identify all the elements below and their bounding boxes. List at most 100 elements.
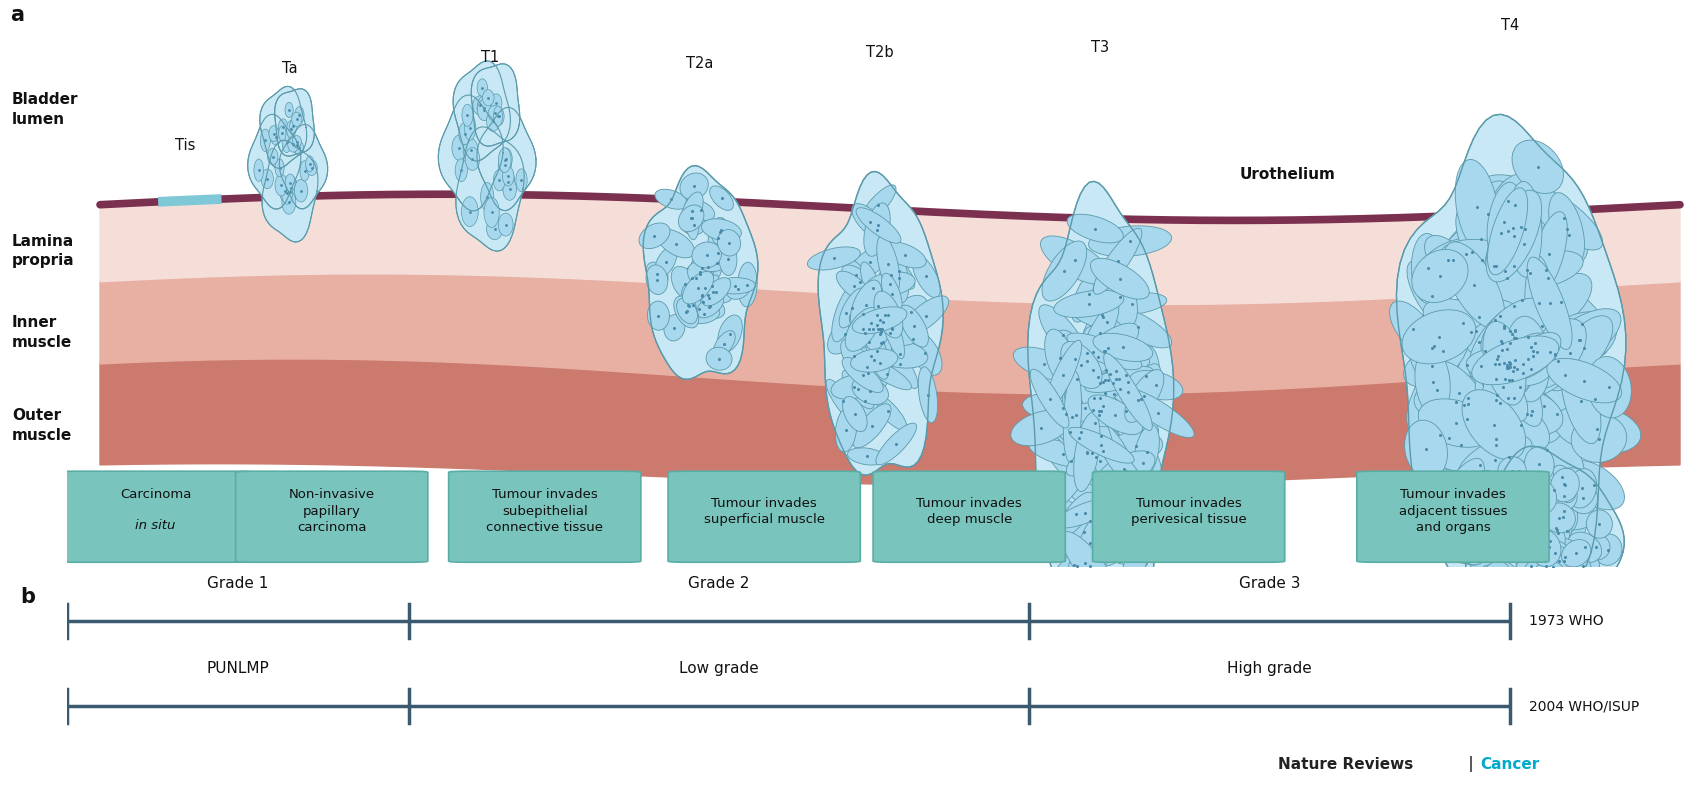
Ellipse shape	[1495, 471, 1526, 506]
Ellipse shape	[1524, 471, 1549, 500]
Ellipse shape	[654, 189, 688, 210]
Ellipse shape	[1554, 404, 1640, 454]
Ellipse shape	[1045, 329, 1076, 386]
Ellipse shape	[873, 307, 890, 356]
Ellipse shape	[1521, 508, 1543, 544]
Ellipse shape	[853, 403, 892, 448]
Ellipse shape	[701, 219, 742, 241]
Ellipse shape	[1495, 332, 1531, 402]
Ellipse shape	[1034, 474, 1055, 536]
Ellipse shape	[708, 217, 728, 258]
Ellipse shape	[860, 185, 895, 225]
Ellipse shape	[1055, 543, 1114, 603]
Ellipse shape	[1087, 355, 1138, 411]
Ellipse shape	[873, 291, 902, 338]
Ellipse shape	[845, 328, 894, 355]
Text: 1973 WHO: 1973 WHO	[1529, 614, 1603, 628]
Ellipse shape	[1534, 619, 1563, 650]
Ellipse shape	[1093, 333, 1153, 362]
Ellipse shape	[851, 315, 878, 351]
Ellipse shape	[826, 379, 860, 423]
Ellipse shape	[1087, 434, 1113, 488]
Ellipse shape	[1509, 290, 1548, 384]
Ellipse shape	[1484, 515, 1548, 558]
Ellipse shape	[1475, 343, 1539, 394]
Ellipse shape	[1067, 533, 1103, 592]
Ellipse shape	[452, 136, 467, 160]
Ellipse shape	[1536, 367, 1578, 461]
Ellipse shape	[1526, 187, 1603, 250]
Ellipse shape	[701, 277, 730, 306]
Ellipse shape	[1528, 526, 1551, 558]
Ellipse shape	[1458, 480, 1526, 559]
Ellipse shape	[1528, 257, 1571, 349]
Ellipse shape	[1521, 530, 1558, 567]
Ellipse shape	[1531, 455, 1554, 492]
Ellipse shape	[1469, 452, 1526, 520]
Ellipse shape	[516, 169, 528, 191]
Ellipse shape	[1477, 397, 1514, 492]
Ellipse shape	[1475, 337, 1516, 420]
Ellipse shape	[1098, 288, 1116, 355]
Text: 2004 WHO/ISUP: 2004 WHO/ISUP	[1529, 699, 1639, 713]
Ellipse shape	[1516, 530, 1544, 565]
Ellipse shape	[1064, 371, 1081, 462]
Text: T3: T3	[1091, 39, 1109, 54]
Ellipse shape	[1467, 306, 1554, 355]
Ellipse shape	[647, 301, 669, 330]
Ellipse shape	[499, 213, 513, 236]
Ellipse shape	[831, 374, 877, 400]
Ellipse shape	[1489, 302, 1526, 396]
Ellipse shape	[1475, 429, 1543, 485]
Ellipse shape	[1566, 550, 1600, 583]
Ellipse shape	[1055, 499, 1114, 528]
Ellipse shape	[1408, 261, 1457, 332]
Ellipse shape	[1458, 320, 1512, 381]
Text: Low grade: Low grade	[679, 661, 759, 676]
Ellipse shape	[1470, 222, 1522, 310]
Ellipse shape	[1069, 365, 1128, 388]
Text: a: a	[10, 6, 24, 25]
Text: Grade 3: Grade 3	[1239, 576, 1300, 591]
Ellipse shape	[285, 176, 297, 201]
Polygon shape	[818, 172, 942, 475]
Ellipse shape	[860, 262, 885, 314]
Ellipse shape	[1477, 565, 1506, 597]
Ellipse shape	[1447, 343, 1516, 389]
Ellipse shape	[1039, 401, 1101, 464]
FancyBboxPatch shape	[236, 471, 428, 563]
Ellipse shape	[1440, 222, 1504, 283]
Ellipse shape	[1539, 553, 1566, 581]
Ellipse shape	[484, 198, 499, 228]
Ellipse shape	[1040, 236, 1109, 284]
Ellipse shape	[1528, 585, 1558, 621]
Ellipse shape	[850, 312, 889, 345]
Ellipse shape	[1474, 485, 1521, 554]
Ellipse shape	[1123, 388, 1194, 437]
Ellipse shape	[856, 303, 883, 343]
Ellipse shape	[1047, 412, 1116, 452]
Ellipse shape	[1062, 500, 1106, 563]
Ellipse shape	[307, 160, 317, 176]
Ellipse shape	[1409, 314, 1455, 381]
Ellipse shape	[1501, 299, 1531, 377]
Ellipse shape	[1067, 214, 1123, 243]
Ellipse shape	[1522, 559, 1551, 589]
Ellipse shape	[293, 137, 300, 154]
Ellipse shape	[1093, 487, 1141, 525]
Ellipse shape	[696, 294, 723, 318]
Ellipse shape	[1436, 449, 1482, 544]
Ellipse shape	[268, 148, 278, 165]
Ellipse shape	[1474, 288, 1526, 344]
Ellipse shape	[290, 119, 297, 133]
Ellipse shape	[1501, 388, 1563, 434]
Ellipse shape	[853, 307, 907, 334]
Ellipse shape	[1474, 204, 1528, 262]
Ellipse shape	[683, 272, 713, 304]
Ellipse shape	[1474, 273, 1516, 367]
Ellipse shape	[841, 265, 878, 299]
Polygon shape	[470, 64, 519, 146]
Ellipse shape	[1565, 364, 1624, 433]
Ellipse shape	[883, 242, 926, 268]
Ellipse shape	[701, 240, 735, 266]
